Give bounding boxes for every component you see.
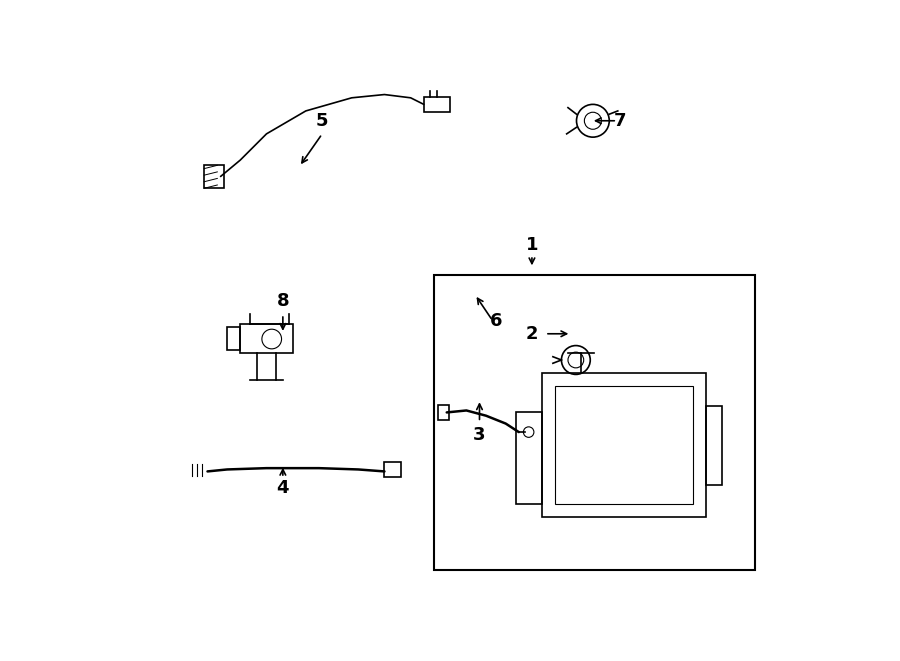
Text: 8: 8 (276, 292, 289, 310)
Text: 3: 3 (473, 426, 486, 444)
Text: 2: 2 (526, 325, 538, 343)
Text: 4: 4 (276, 479, 289, 497)
Text: 6: 6 (490, 312, 502, 330)
Bar (434, 275, 755, 570)
Text: 7: 7 (614, 112, 626, 130)
Text: 5: 5 (316, 112, 328, 130)
Text: 1: 1 (526, 236, 538, 254)
